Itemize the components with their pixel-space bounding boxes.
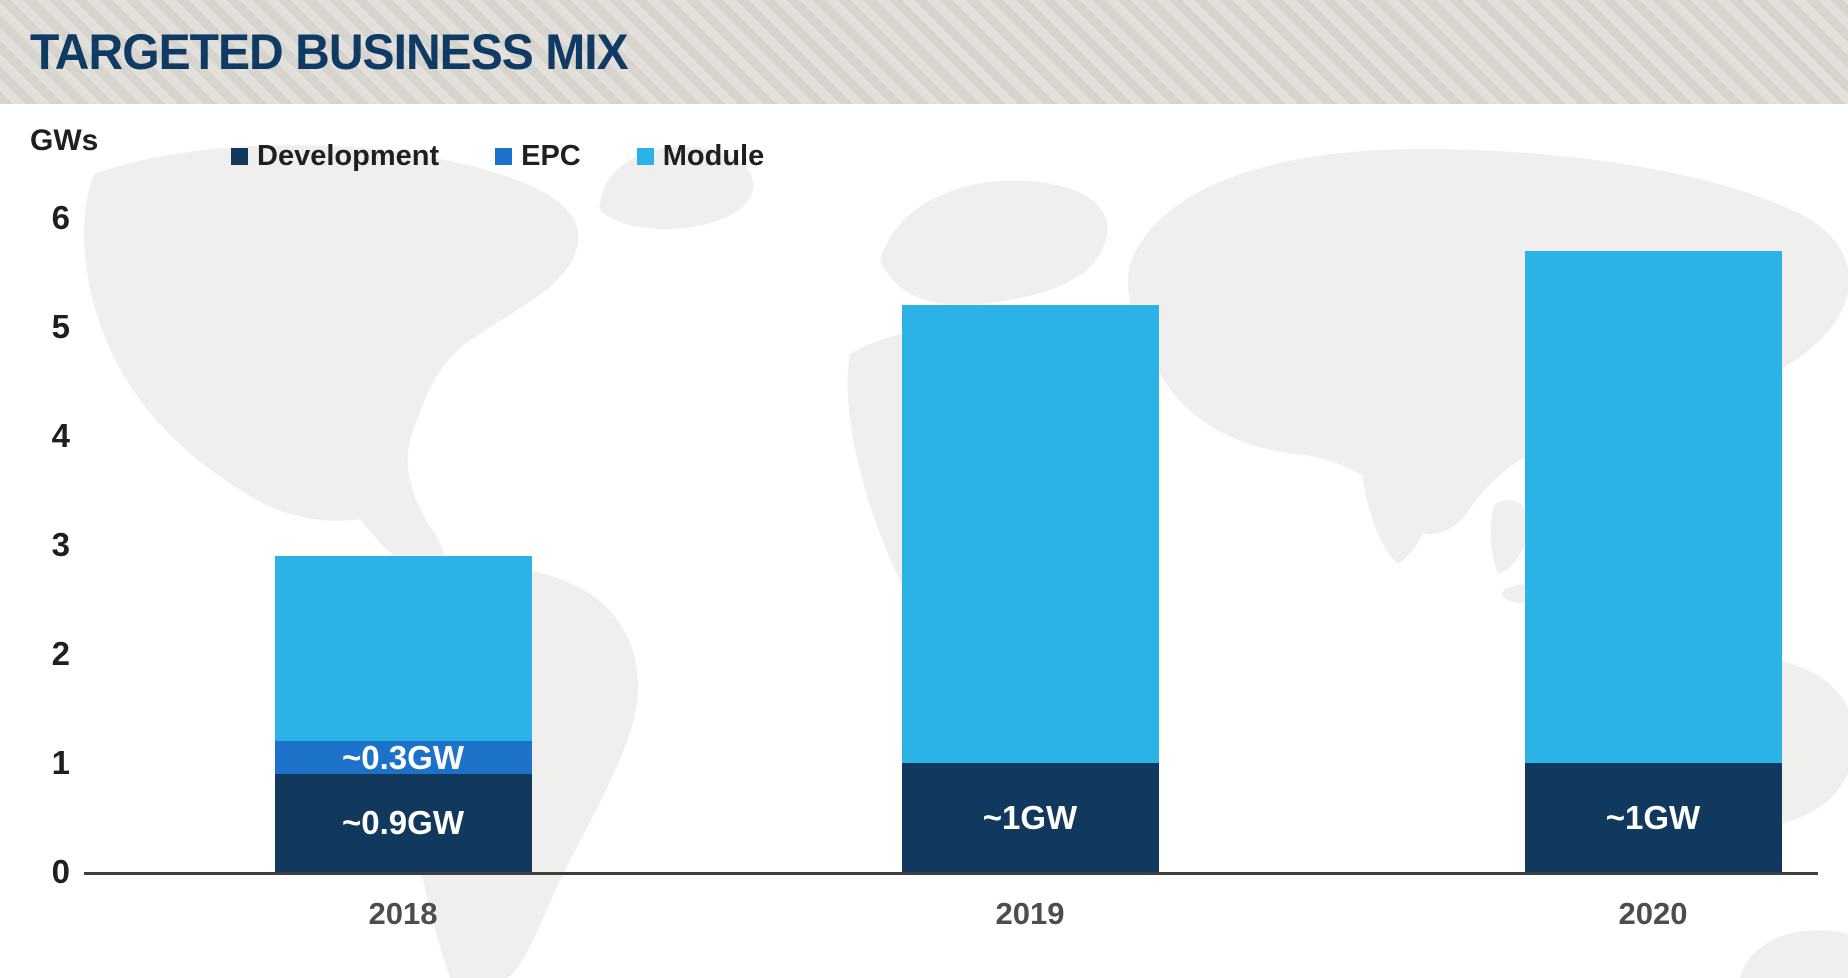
bar-segment-development-2018: ~0.9GW bbox=[274, 773, 532, 872]
x-axis-line bbox=[84, 872, 1818, 875]
legend-label: Module bbox=[662, 140, 765, 172]
y-tick-label: 4 bbox=[51, 417, 70, 454]
chart-area: GWs Development EPC Module 0 1 2 3 4 5 6 ~0.9GW ~0… bbox=[0, 104, 1848, 978]
map-greenland bbox=[599, 146, 754, 229]
legend-item-epc: EPC bbox=[495, 140, 581, 173]
y-tick-label: 3 bbox=[51, 526, 70, 563]
map-north-america bbox=[84, 145, 579, 573]
bar-segment-label: ~0.3GW bbox=[342, 739, 464, 777]
bar-segment-epc-2018: ~0.3GW bbox=[274, 739, 532, 777]
map-europe bbox=[880, 180, 1108, 305]
legend-label: Development bbox=[257, 140, 440, 172]
header-banner: TARGETED BUSINESS MIX bbox=[0, 0, 1848, 104]
legend-item-module: Module bbox=[636, 140, 765, 173]
y-axis-title: GWs bbox=[30, 124, 99, 157]
map-asia bbox=[1128, 149, 1848, 535]
legend-swatch-epc bbox=[495, 148, 513, 165]
y-tick-label: 1 bbox=[51, 744, 70, 781]
legend-swatch-module bbox=[636, 148, 654, 165]
x-axis-label-2019: 2019 bbox=[995, 896, 1065, 931]
bar-segment-label: ~1GW bbox=[982, 799, 1078, 836]
legend-swatch-development bbox=[231, 148, 248, 165]
y-tick-label: 2 bbox=[51, 635, 70, 672]
bar-segment-label: ~0.9GW bbox=[342, 804, 464, 842]
y-tick-label: 6 bbox=[51, 199, 70, 236]
y-tick-label: 5 bbox=[51, 308, 70, 345]
x-axis-label-2020: 2020 bbox=[1618, 896, 1688, 931]
bar-segment-module-2019 bbox=[901, 305, 1159, 763]
legend-label: EPC bbox=[521, 140, 581, 172]
legend-item-development: Development bbox=[231, 140, 439, 173]
map-india bbox=[1360, 447, 1430, 564]
map-southeast-asia bbox=[1490, 500, 1529, 574]
bar-segment-module-2018 bbox=[274, 555, 532, 742]
bar-segment-development-2020: ~1GW bbox=[1524, 763, 1782, 872]
x-axis-label-2018: 2018 bbox=[368, 896, 438, 931]
bar-segment-label: ~1GW bbox=[1605, 799, 1701, 836]
chart-legend: Development EPC Module bbox=[231, 140, 764, 173]
page-title: TARGETED BUSINESS MIX bbox=[30, 24, 629, 80]
y-tick-label: 0 bbox=[51, 853, 70, 890]
bar-segment-development-2019: ~1GW bbox=[901, 763, 1159, 872]
bar-segment-module-2020 bbox=[1524, 250, 1782, 763]
map-new-zealand bbox=[1740, 930, 1848, 978]
